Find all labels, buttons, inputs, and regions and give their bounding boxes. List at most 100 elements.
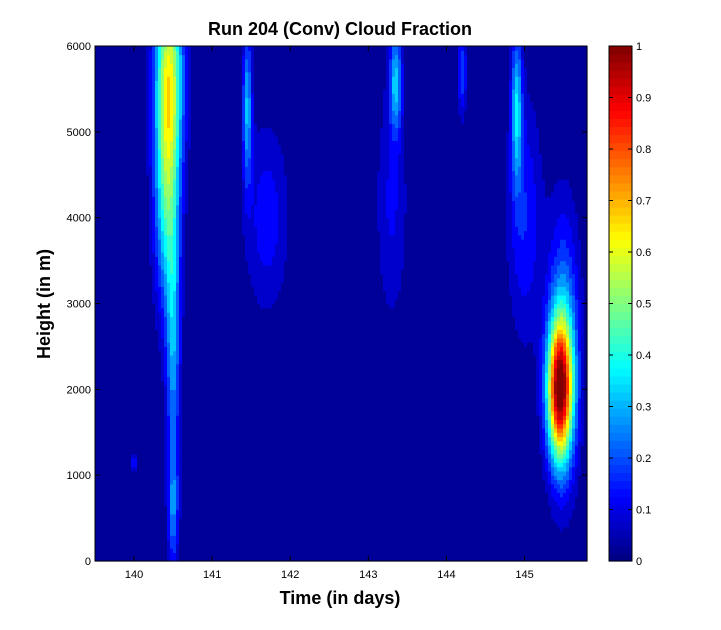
- contour-cell: [182, 337, 522, 343]
- contour-cell: [581, 320, 585, 326]
- contour-cell: [521, 337, 540, 343]
- contour-cell: [254, 54, 387, 60]
- contour-cell: [185, 264, 249, 270]
- contour-cell: [164, 449, 168, 455]
- contour-cell: [569, 410, 573, 416]
- contour-cell: [167, 410, 171, 416]
- contour-cell: [542, 393, 546, 399]
- contour-cell: [242, 209, 246, 214]
- contour-cell: [155, 97, 159, 103]
- contour-cell: [398, 191, 408, 197]
- contour-cell: [95, 342, 159, 348]
- contour-cell: [515, 110, 519, 116]
- contour-cell: [158, 71, 162, 77]
- contour-cell: [182, 363, 537, 369]
- contour-cell: [551, 449, 555, 455]
- contour-cell: [179, 402, 183, 408]
- contour-cell: [539, 449, 546, 455]
- contour-cell: [515, 221, 528, 227]
- contour-cell: [176, 427, 180, 433]
- contour-cell: [245, 247, 258, 253]
- contour-cell: [548, 406, 552, 412]
- contour-cell: [188, 187, 243, 193]
- contour-cell: [185, 97, 189, 103]
- contour-cell: [146, 46, 153, 51]
- contour-cell: [251, 140, 255, 146]
- contour-cell: [173, 226, 177, 232]
- contour-cell: [173, 123, 177, 129]
- contour-cell: [176, 84, 180, 90]
- contour-cell: [245, 153, 252, 159]
- contour-cell: [581, 427, 585, 433]
- contour-cell: [557, 440, 564, 446]
- contour-cell: [179, 440, 183, 446]
- contour-cell: [458, 84, 462, 90]
- contour-cell: [386, 196, 399, 202]
- contour-cell: [170, 445, 177, 451]
- contour-cell: [581, 449, 588, 455]
- contour-cell: [176, 46, 180, 51]
- contour-cell: [572, 509, 588, 515]
- contour-cell: [161, 372, 165, 378]
- contour-cell: [182, 299, 186, 305]
- contour-cell: [158, 337, 165, 343]
- contour-cell: [572, 230, 579, 236]
- contour-cell: [398, 97, 402, 103]
- contour-cell: [185, 80, 189, 86]
- contour-cell: [167, 80, 171, 86]
- contour-cell: [551, 243, 561, 249]
- contour-cell: [167, 46, 174, 51]
- contour-cell: [176, 88, 180, 94]
- contour-cell: [158, 54, 162, 60]
- contour-cell: [386, 58, 390, 64]
- contour-cell: [542, 157, 588, 163]
- contour-cell: [521, 234, 525, 240]
- contour-cell: [146, 114, 150, 120]
- contour-cell: [404, 230, 507, 236]
- colorbar-band: [609, 536, 632, 546]
- contour-cell: [182, 106, 186, 111]
- contour-cell: [173, 230, 177, 236]
- contour-cell: [164, 440, 168, 446]
- contour-cell: [248, 46, 252, 51]
- contour-cell: [95, 123, 147, 129]
- contour-cell: [389, 93, 393, 99]
- contour-cell: [551, 316, 555, 322]
- contour-cell: [578, 226, 588, 232]
- contour-cell: [512, 93, 516, 99]
- contour-cell: [182, 505, 552, 511]
- contour-cell: [569, 466, 573, 472]
- contour-cell: [149, 226, 153, 232]
- contour-cell: [557, 453, 564, 459]
- contour-cell: [182, 367, 537, 373]
- contour-cell: [380, 256, 405, 262]
- contour-cell: [179, 286, 183, 292]
- contour-cell: [560, 299, 564, 305]
- contour-cell: [566, 363, 570, 369]
- contour-cell: [509, 50, 513, 56]
- contour-cell: [158, 204, 162, 210]
- contour-cell: [509, 161, 513, 167]
- contour-cell: [158, 264, 162, 270]
- colorbar-tick-label: 0.8: [636, 144, 651, 156]
- contour-cell: [170, 427, 177, 433]
- contour-cell: [155, 234, 159, 240]
- contour-cell: [182, 385, 537, 390]
- contour-cell: [185, 277, 252, 283]
- contour-cell: [170, 530, 177, 536]
- contour-cell: [467, 88, 510, 94]
- contour-cell: [512, 174, 516, 180]
- contour-cell: [554, 402, 558, 408]
- contour-cell: [167, 84, 171, 90]
- contour-cell: [404, 234, 507, 240]
- contour-cell: [155, 260, 159, 266]
- contour-cell: [551, 389, 555, 395]
- contour-cell: [161, 200, 165, 206]
- contour-cell: [572, 462, 576, 468]
- contour-cell: [542, 427, 546, 433]
- contour-cell: [158, 97, 162, 103]
- contour-cell: [524, 114, 537, 120]
- contour-cell: [380, 264, 405, 270]
- contour-cell: [515, 114, 519, 120]
- contour-cell: [542, 316, 546, 322]
